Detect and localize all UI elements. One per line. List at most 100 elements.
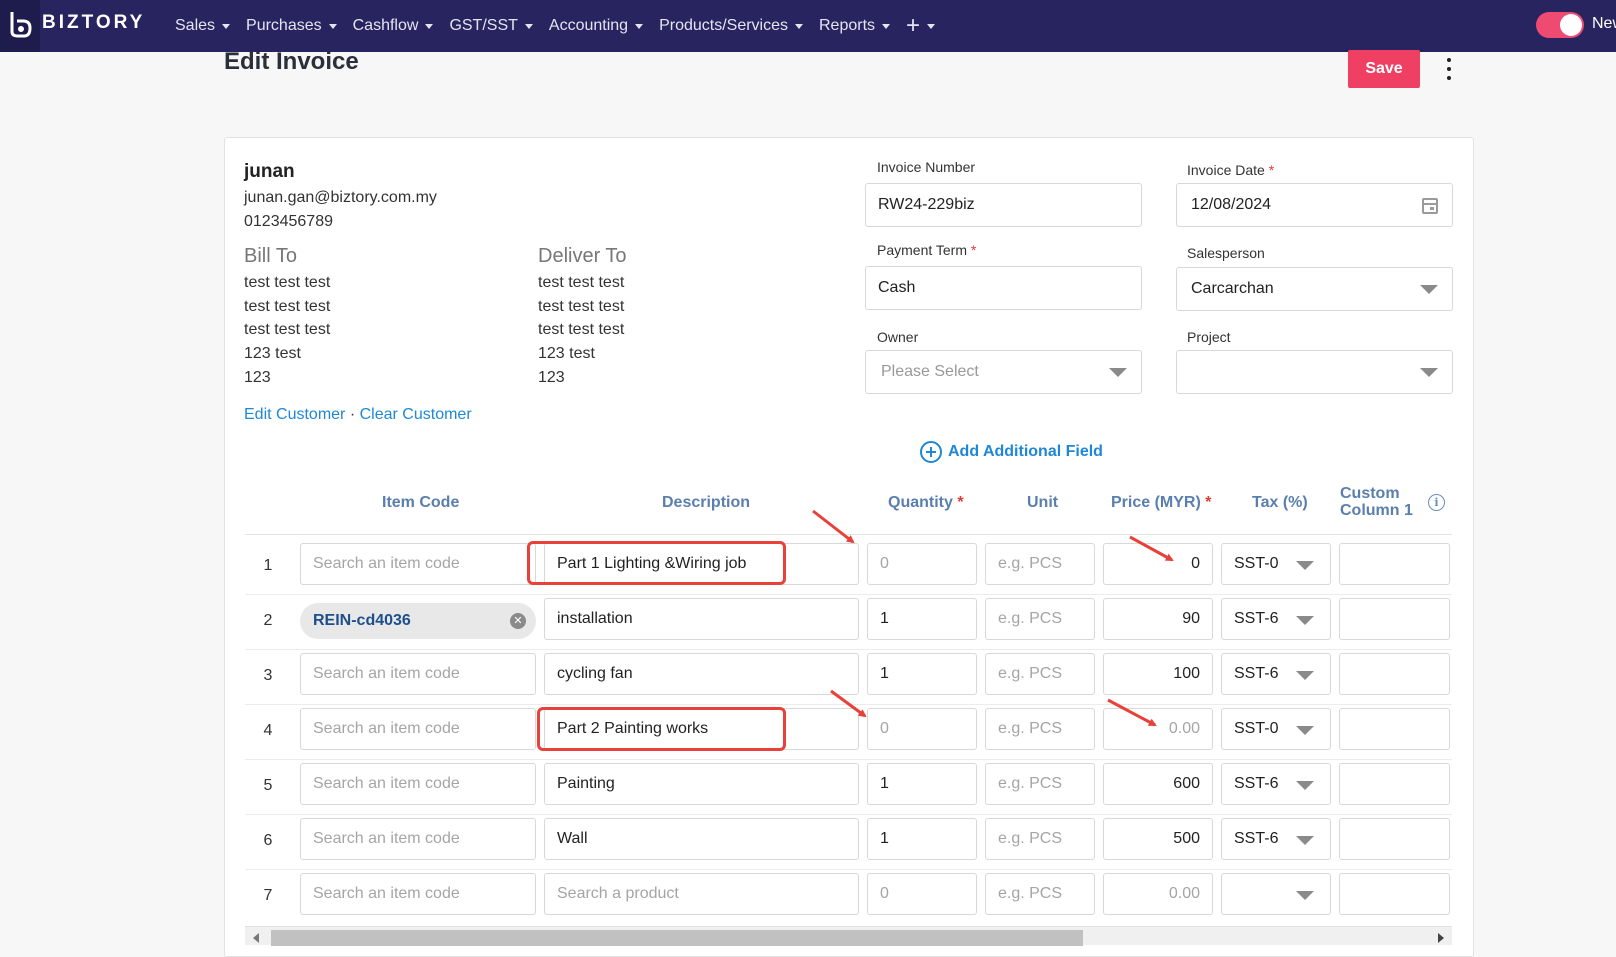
more-options-icon[interactable] (1444, 58, 1454, 80)
calendar-icon[interactable] (1422, 198, 1438, 214)
item-code-input[interactable]: Search an item code (300, 653, 536, 695)
invoice-number-input[interactable]: RW24-229biz (865, 183, 1142, 227)
header-text: Price (MYR) (1111, 494, 1201, 511)
price-input[interactable]: 0.00 (1103, 708, 1213, 750)
price-input[interactable]: 0 (1103, 543, 1213, 585)
quantity-input[interactable]: 1 (867, 763, 977, 805)
tax-select[interactable]: SST-0 (1221, 708, 1331, 750)
row-number: 5 (263, 777, 273, 794)
description-input[interactable]: cycling fan (544, 653, 859, 695)
custom-column-input[interactable] (1339, 763, 1450, 805)
save-button[interactable]: Save (1348, 50, 1420, 88)
owner-select[interactable]: Please Select (865, 350, 1142, 394)
tax-select[interactable]: SST-6 (1221, 598, 1331, 640)
project-label: Project (1187, 329, 1231, 345)
quantity-input[interactable]: 0 (867, 543, 977, 585)
new-ui-toggle[interactable] (1536, 12, 1584, 38)
brand-logo[interactable]: BIZTORY (0, 0, 160, 52)
item-code-input[interactable]: Search an item code (300, 763, 536, 805)
unit-input[interactable]: e.g. PCS (985, 598, 1095, 640)
nav-label: Purchases (246, 17, 322, 34)
quantity-input[interactable]: 0 (867, 873, 977, 915)
quantity-input[interactable]: 1 (867, 818, 977, 860)
tax-select[interactable]: SST-0 (1221, 543, 1331, 585)
custom-column-input[interactable] (1339, 543, 1450, 585)
price-input[interactable]: 0.00 (1103, 873, 1213, 915)
tax-select[interactable] (1221, 873, 1331, 915)
quantity-input[interactable]: 1 (867, 598, 977, 640)
customer-phone: 0123456789 (244, 213, 333, 230)
nav-products-services[interactable]: Products/Services (659, 17, 803, 35)
label-text: Payment Term (877, 242, 967, 258)
logo-badge (0, 0, 40, 52)
add-field-label: Add Additional Field (948, 443, 1103, 460)
custom-column-input[interactable] (1339, 598, 1450, 640)
custom-column-input[interactable] (1339, 818, 1450, 860)
price-input[interactable]: 600 (1103, 763, 1213, 805)
price-input[interactable]: 100 (1103, 653, 1213, 695)
scrollbar-thumb[interactable] (271, 930, 1083, 946)
tax-select[interactable]: SST-6 (1221, 818, 1331, 860)
item-code-input[interactable]: Search an item code (300, 873, 536, 915)
nav-accounting[interactable]: Accounting (549, 17, 644, 35)
item-code-chip[interactable]: REIN-cd4036 ✕ (300, 603, 536, 639)
scroll-right-icon[interactable] (1438, 933, 1444, 943)
caret-down-icon (524, 23, 533, 29)
unit-input[interactable]: e.g. PCS (985, 873, 1095, 915)
description-input[interactable]: Part 1 Lighting &Wiring job (544, 543, 859, 585)
info-icon[interactable]: i (1428, 494, 1445, 511)
price-input[interactable]: 500 (1103, 818, 1213, 860)
quantity-input[interactable]: 0 (867, 708, 977, 750)
payment-term-input[interactable]: Cash (865, 266, 1142, 310)
custom-column-input[interactable] (1339, 708, 1450, 750)
dropdown-arrow-icon (1296, 616, 1314, 625)
salesperson-select[interactable]: Carcarchan (1176, 267, 1453, 311)
nav-label: GST/SST (449, 17, 518, 34)
row-divider (245, 869, 1452, 870)
bill-to-line: 123 test (244, 345, 301, 362)
row-number: 7 (263, 887, 273, 904)
nav-quick-add[interactable]: + (906, 14, 936, 38)
add-additional-field-button[interactable]: Add Additional Field (920, 441, 1103, 463)
nav-sales[interactable]: Sales (175, 17, 231, 35)
nav-gst-sst[interactable]: GST/SST (449, 17, 533, 35)
description-input[interactable]: Wall (544, 818, 859, 860)
edit-customer-link[interactable]: Edit Customer (244, 406, 346, 423)
unit-input[interactable]: e.g. PCS (985, 653, 1095, 695)
item-code-input[interactable]: Search an item code (300, 708, 536, 750)
nav-purchases[interactable]: Purchases (246, 17, 337, 35)
clear-customer-link[interactable]: Clear Customer (359, 406, 472, 423)
item-code-input[interactable]: Search an item code (300, 543, 536, 585)
required-mark: * (1268, 162, 1275, 178)
label-text: Invoice Date (1187, 162, 1265, 178)
clear-icon[interactable]: ✕ (510, 613, 526, 629)
unit-input[interactable]: e.g. PCS (985, 708, 1095, 750)
customer-email: junan.gan@biztory.com.my (244, 189, 437, 206)
tax-select[interactable]: SST-6 (1221, 763, 1331, 805)
unit-input[interactable]: e.g. PCS (985, 818, 1095, 860)
scroll-left-icon[interactable] (253, 933, 259, 943)
custom-column-input[interactable] (1339, 873, 1450, 915)
nav-reports[interactable]: Reports (819, 17, 891, 35)
invoice-date-input[interactable]: 12/08/2024 (1176, 183, 1453, 227)
tax-select[interactable]: SST-6 (1221, 653, 1331, 695)
top-nav: BIZTORY Sales Purchases Cashflow GST/SST… (0, 0, 1616, 52)
custom-column-input[interactable] (1339, 653, 1450, 695)
nav-cashflow[interactable]: Cashflow (353, 17, 434, 35)
quantity-input[interactable]: 1 (867, 653, 977, 695)
caret-down-icon (425, 23, 434, 29)
header-text: Column 1 (1340, 502, 1413, 519)
dropdown-arrow-icon (1109, 368, 1127, 377)
description-input[interactable]: installation (544, 598, 859, 640)
price-input[interactable]: 90 (1103, 598, 1213, 640)
description-input[interactable]: Search a product (544, 873, 859, 915)
description-input[interactable]: Painting (544, 763, 859, 805)
horizontal-scrollbar[interactable] (245, 926, 1452, 946)
description-input[interactable]: Part 2 Painting works (544, 708, 859, 750)
unit-input[interactable]: e.g. PCS (985, 763, 1095, 805)
row-number: 1 (263, 557, 273, 574)
tax-value: SST-6 (1234, 830, 1279, 847)
unit-input[interactable]: e.g. PCS (985, 543, 1095, 585)
item-code-input[interactable]: Search an item code (300, 818, 536, 860)
project-select[interactable] (1176, 350, 1453, 394)
